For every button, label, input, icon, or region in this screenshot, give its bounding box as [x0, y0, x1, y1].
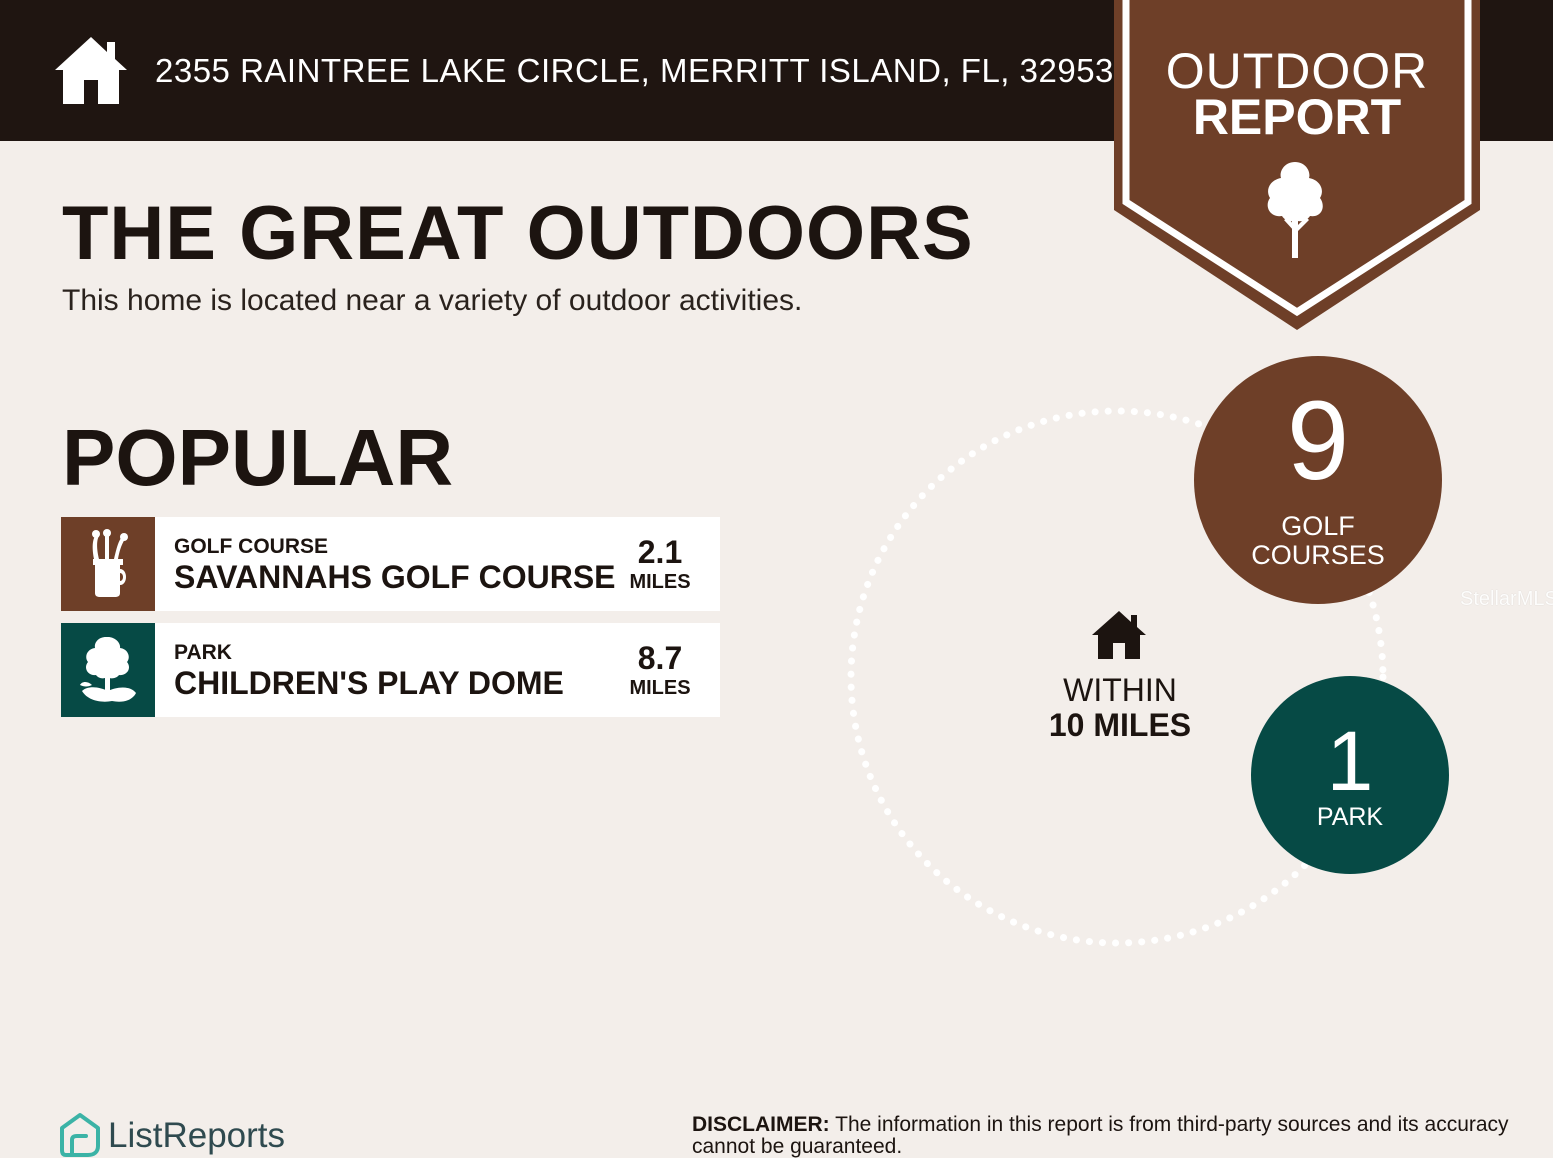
radius-ring	[847, 407, 1387, 947]
place-icon-box	[61, 517, 155, 611]
place-distance: 2.1	[637, 534, 683, 570]
disclaimer-label: DISCLAIMER:	[692, 1113, 830, 1136]
home-icon	[55, 37, 127, 104]
place-category: GOLF COURSE	[174, 535, 329, 558]
page-subtitle: This home is located near a variety of o…	[62, 284, 803, 317]
golf-count-circle: 9 GOLF COURSES	[1194, 356, 1442, 604]
disclaimer-text: The information in this report is from t…	[692, 1113, 1509, 1158]
within-label: WITHIN	[1063, 672, 1177, 708]
within-distance: 10 MILES	[1048, 707, 1192, 743]
watermark: StellarMLS	[1460, 588, 1553, 610]
popular-heading: POPULAR	[62, 413, 454, 502]
place-icon-box	[61, 623, 155, 717]
park-count-label: PARK	[1316, 803, 1384, 831]
golf-count: 9	[1286, 378, 1350, 503]
listreports-logo-text: ListReports	[108, 1116, 286, 1155]
badge-title-line1: OUTDOOR	[1165, 43, 1429, 99]
golf-bag-icon	[92, 529, 128, 597]
badge-title-line2: REPORT	[1192, 89, 1402, 145]
place-name: CHILDREN'S PLAY DOME	[174, 665, 564, 701]
golf-label-line2: COURSES	[1251, 540, 1385, 570]
golf-label-line1: GOLF	[1281, 511, 1355, 541]
place-distance-unit: MILES	[629, 677, 691, 699]
property-address: 2355 RAINTREE LAKE CIRCLE, MERRITT ISLAN…	[155, 52, 1114, 89]
page-title: THE GREAT OUTDOORS	[62, 191, 974, 276]
park-count-circle: 1 PARK	[1251, 676, 1449, 874]
place-card-golf: GOLF COURSE SAVANNAHS GOLF COURSE 2.1 MI…	[61, 517, 720, 611]
place-card-park: PARK CHILDREN'S PLAY DOME 8.7 MILES	[61, 623, 720, 717]
place-distance: 8.7	[637, 640, 683, 676]
tree-icon	[1267, 162, 1323, 258]
park-tree-icon	[80, 637, 136, 702]
place-distance-unit: MILES	[629, 571, 691, 593]
home-center-icon	[1092, 611, 1146, 659]
disclaimer: DISCLAIMER: The information in this repo…	[692, 1114, 1512, 1158]
park-count: 1	[1326, 714, 1374, 808]
place-category: PARK	[174, 641, 232, 664]
golf-count-label: GOLF COURSES	[1194, 512, 1442, 570]
place-name: SAVANNAHS GOLF COURSE	[174, 559, 616, 595]
listreports-logo-icon	[60, 1113, 100, 1157]
